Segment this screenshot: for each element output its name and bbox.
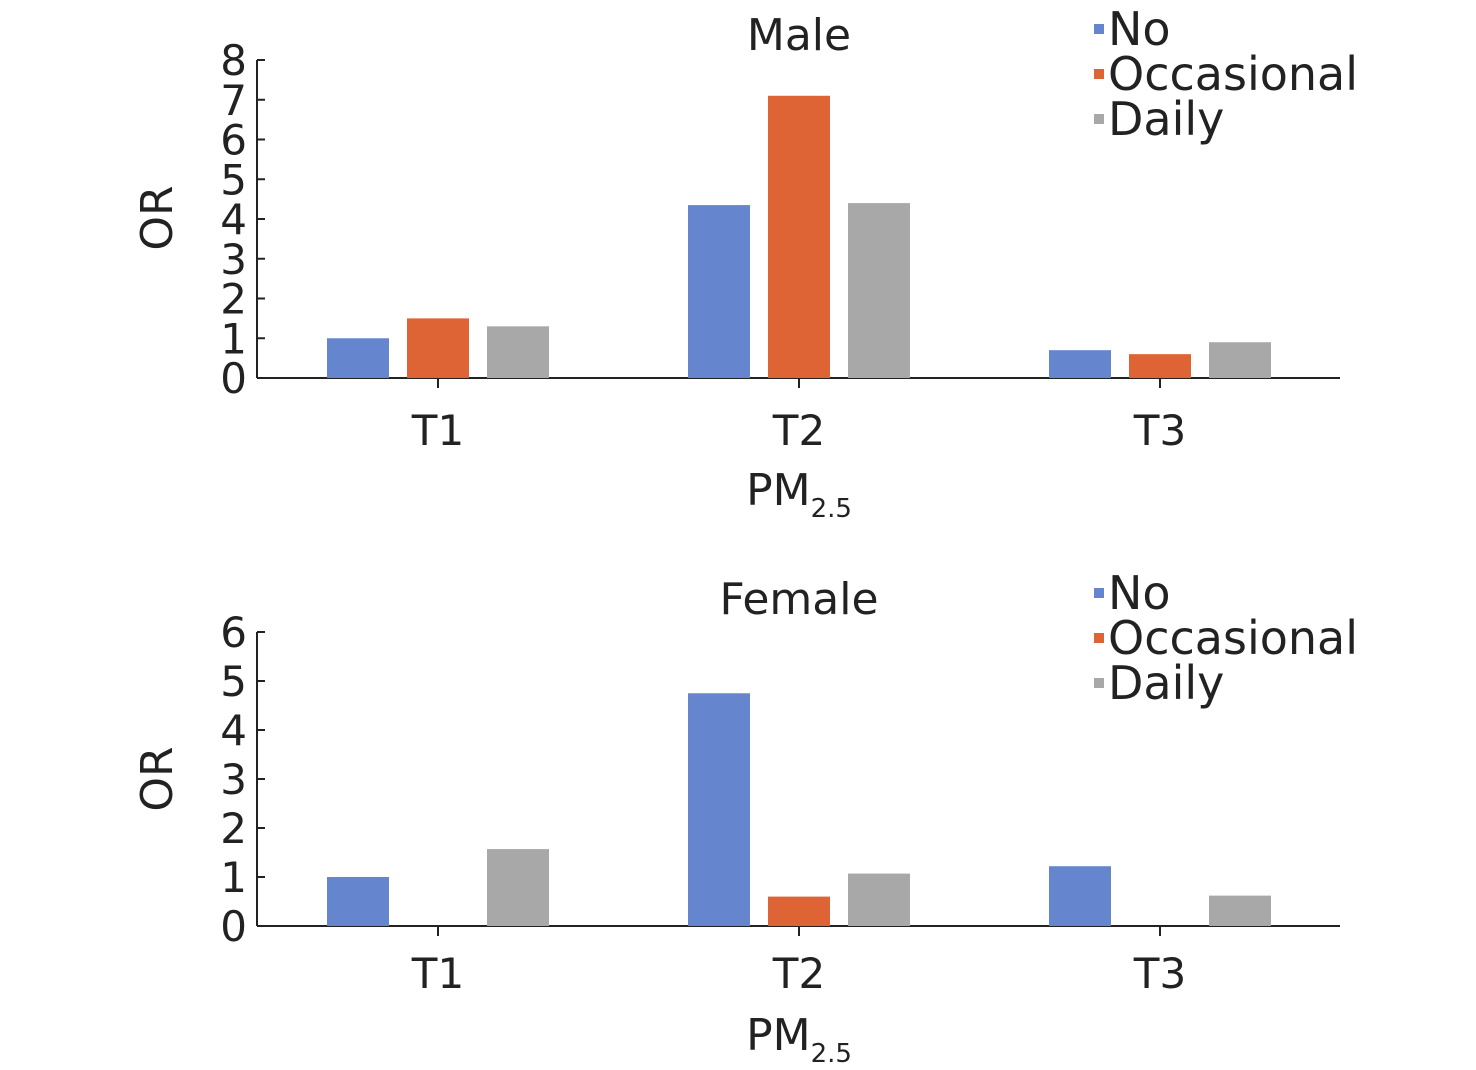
x-tick-label-t2: T2 [772,406,825,455]
y-tick-label: 3 [220,755,247,804]
legend-swatch-daily [1094,114,1104,124]
bar-occasional-t1 [407,318,469,378]
chart-title: Male [747,10,851,61]
legend-swatch-occasional [1094,633,1104,643]
legend-label-daily: Daily [1108,656,1224,710]
y-tick-label: 1 [220,853,247,902]
x-axis-label: PM2.5 [746,1010,852,1069]
bar-occasional-t2 [768,896,830,926]
legend-swatch-no [1094,24,1104,34]
x-tick-label-t1: T1 [411,406,464,455]
y-tick-label: 6 [220,116,247,165]
x-axis-label: PM2.5 [746,465,852,524]
bar-daily-t1 [487,849,549,926]
bar-daily-t1 [487,326,549,378]
y-tick-label: 2 [220,275,247,324]
legend-label-occasional: Occasional [1108,47,1358,101]
legend-swatch-no [1094,588,1104,598]
y-tick-label: 4 [220,195,247,244]
y-tick-label: 7 [220,76,247,125]
legend-label-no: No [1108,566,1171,620]
y-tick-label: 8 [220,36,247,85]
chart-title: Female [719,574,878,625]
legend-swatch-occasional [1094,69,1104,79]
y-tick-label: 2 [220,804,247,853]
bar-no-t3 [1049,866,1111,926]
bar-no-t1 [327,338,389,378]
x-axis-label-main: PM [746,465,811,516]
y-axis-label: OR [132,746,183,811]
x-axis-label-subscript: 2.5 [811,494,852,524]
x-axis-label-subscript: 2.5 [811,1039,852,1069]
y-tick-label: 4 [220,706,247,755]
y-axis-label: OR [132,185,183,250]
y-tick-label: 3 [220,235,247,284]
x-tick-label-t2: T2 [772,949,825,998]
bar-occasional-t2 [768,95,830,379]
x-tick-label-t3: T3 [1133,406,1186,455]
y-tick-label: 6 [220,608,247,657]
x-tick-label-t1: T1 [411,949,464,998]
bar-daily-t3 [1209,342,1271,378]
y-tick-label: 0 [220,902,247,951]
y-tick-label: 0 [220,354,247,403]
bar-no-t1 [327,877,389,926]
bar-daily-t2 [848,203,910,378]
legend-label-no: No [1108,2,1171,56]
bar-daily-t2 [848,873,910,926]
bar-occasional-t3 [1129,354,1191,378]
x-tick-label-t3: T3 [1133,949,1186,998]
y-tick-label: 5 [220,657,247,706]
legend-label-daily: Daily [1108,92,1224,146]
y-tick-label: 1 [220,314,247,363]
x-axis-label-main: PM [746,1010,811,1061]
bar-daily-t3 [1209,895,1271,926]
bar-no-t3 [1049,350,1111,378]
y-tick-label: 5 [220,155,247,204]
bar-no-t2 [688,205,750,378]
bar-no-t2 [688,693,750,926]
legend-swatch-daily [1094,678,1104,688]
legend-label-occasional: Occasional [1108,611,1358,665]
